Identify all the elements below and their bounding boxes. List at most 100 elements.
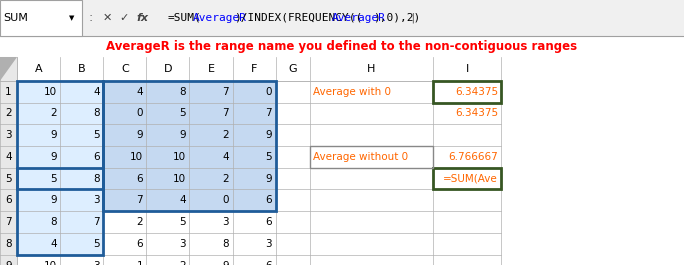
Text: 10: 10	[130, 152, 143, 162]
Bar	[60, 124, 103, 146]
Text: :: :	[89, 11, 93, 24]
Text: 1: 1	[136, 260, 143, 265]
Text: 3: 3	[93, 195, 100, 205]
Text: 2: 2	[179, 260, 186, 265]
Bar	[146, 81, 189, 103]
Text: 4: 4	[179, 195, 186, 205]
Bar	[146, 103, 189, 124]
Bar	[17, 211, 60, 233]
Bar	[433, 81, 501, 103]
Text: 4: 4	[5, 152, 12, 162]
Bar	[103, 81, 276, 211]
Text: 6.34375: 6.34375	[455, 87, 498, 97]
Bar	[146, 124, 189, 146]
Text: E: E	[207, 64, 215, 74]
Bar	[103, 81, 146, 103]
Bar	[233, 146, 276, 168]
Text: 2: 2	[222, 130, 229, 140]
Bar	[60, 233, 103, 255]
Text: 7: 7	[265, 108, 272, 118]
Bar	[103, 146, 146, 168]
Bar	[189, 81, 233, 103]
Bar	[433, 168, 501, 189]
Text: Average without 0: Average without 0	[313, 152, 408, 162]
Bar	[233, 189, 276, 211]
Text: =SUM(Ave: =SUM(Ave	[443, 174, 498, 184]
Bar	[60, 103, 103, 124]
Text: 9: 9	[50, 130, 57, 140]
Text: 9: 9	[5, 260, 12, 265]
Text: 7: 7	[5, 217, 12, 227]
Text: Average with 0: Average with 0	[313, 87, 391, 97]
Text: 5: 5	[93, 239, 100, 249]
Text: 7: 7	[136, 195, 143, 205]
Text: B: B	[78, 64, 86, 74]
Text: 5: 5	[179, 108, 186, 118]
Text: 7: 7	[222, 108, 229, 118]
Text: 6: 6	[136, 239, 143, 249]
Bar	[17, 233, 60, 255]
Bar	[17, 146, 60, 168]
Text: ✕: ✕	[103, 13, 112, 23]
Bar	[103, 124, 146, 146]
Text: 2: 2	[136, 217, 143, 227]
Bar	[146, 168, 189, 189]
Text: 6: 6	[136, 174, 143, 184]
Bar	[233, 81, 276, 103]
Bar	[0, 36, 684, 57]
Text: 8: 8	[50, 217, 57, 227]
Text: 9: 9	[222, 260, 229, 265]
Text: 9: 9	[179, 130, 186, 140]
Text: AverageR: AverageR	[193, 13, 247, 23]
Text: 9: 9	[265, 130, 272, 140]
Text: 4: 4	[136, 87, 143, 97]
Bar	[189, 146, 233, 168]
Text: 6: 6	[265, 217, 272, 227]
Text: 9: 9	[265, 174, 272, 184]
Text: 9: 9	[136, 130, 143, 140]
Text: H: H	[367, 64, 376, 74]
Text: 1: 1	[5, 87, 12, 97]
Bar	[233, 168, 276, 189]
Text: ),0),2): ),0),2)	[373, 13, 420, 23]
Text: 6: 6	[93, 152, 100, 162]
Text: =SUM(: =SUM(	[168, 13, 201, 23]
Text: 10: 10	[44, 87, 57, 97]
Text: 3: 3	[179, 239, 186, 249]
Text: 4: 4	[93, 87, 100, 97]
Bar	[0, 0, 82, 36]
Bar	[0, 57, 684, 81]
Text: ✓: ✓	[120, 13, 129, 23]
Bar	[103, 168, 146, 189]
Text: ▼: ▼	[69, 15, 75, 21]
Text: 0: 0	[265, 87, 272, 97]
Bar	[103, 189, 146, 211]
Text: 6: 6	[265, 195, 272, 205]
Bar	[17, 168, 103, 189]
Bar	[0, 57, 17, 265]
Text: C: C	[121, 64, 129, 74]
Bar	[60, 146, 103, 168]
Text: 3: 3	[265, 239, 272, 249]
Text: 6: 6	[265, 260, 272, 265]
Bar	[17, 124, 60, 146]
Bar	[17, 57, 684, 265]
Text: 5: 5	[5, 174, 12, 184]
Text: A: A	[35, 64, 42, 74]
Bar	[146, 189, 189, 211]
Text: 8: 8	[222, 239, 229, 249]
Text: )/INDEX(FREQUENCY((: )/INDEX(FREQUENCY((	[234, 13, 363, 23]
Text: D: D	[163, 64, 172, 74]
Text: AverageR: AverageR	[332, 13, 386, 23]
Text: G: G	[289, 64, 297, 74]
Bar	[189, 124, 233, 146]
Bar	[146, 146, 189, 168]
Text: 7: 7	[93, 217, 100, 227]
Text: F: F	[251, 64, 257, 74]
Text: 10: 10	[173, 152, 186, 162]
Text: 6.766667: 6.766667	[448, 152, 498, 162]
Text: 2: 2	[222, 174, 229, 184]
Bar	[189, 189, 233, 211]
Text: fx: fx	[137, 13, 149, 23]
Text: 6: 6	[5, 195, 12, 205]
